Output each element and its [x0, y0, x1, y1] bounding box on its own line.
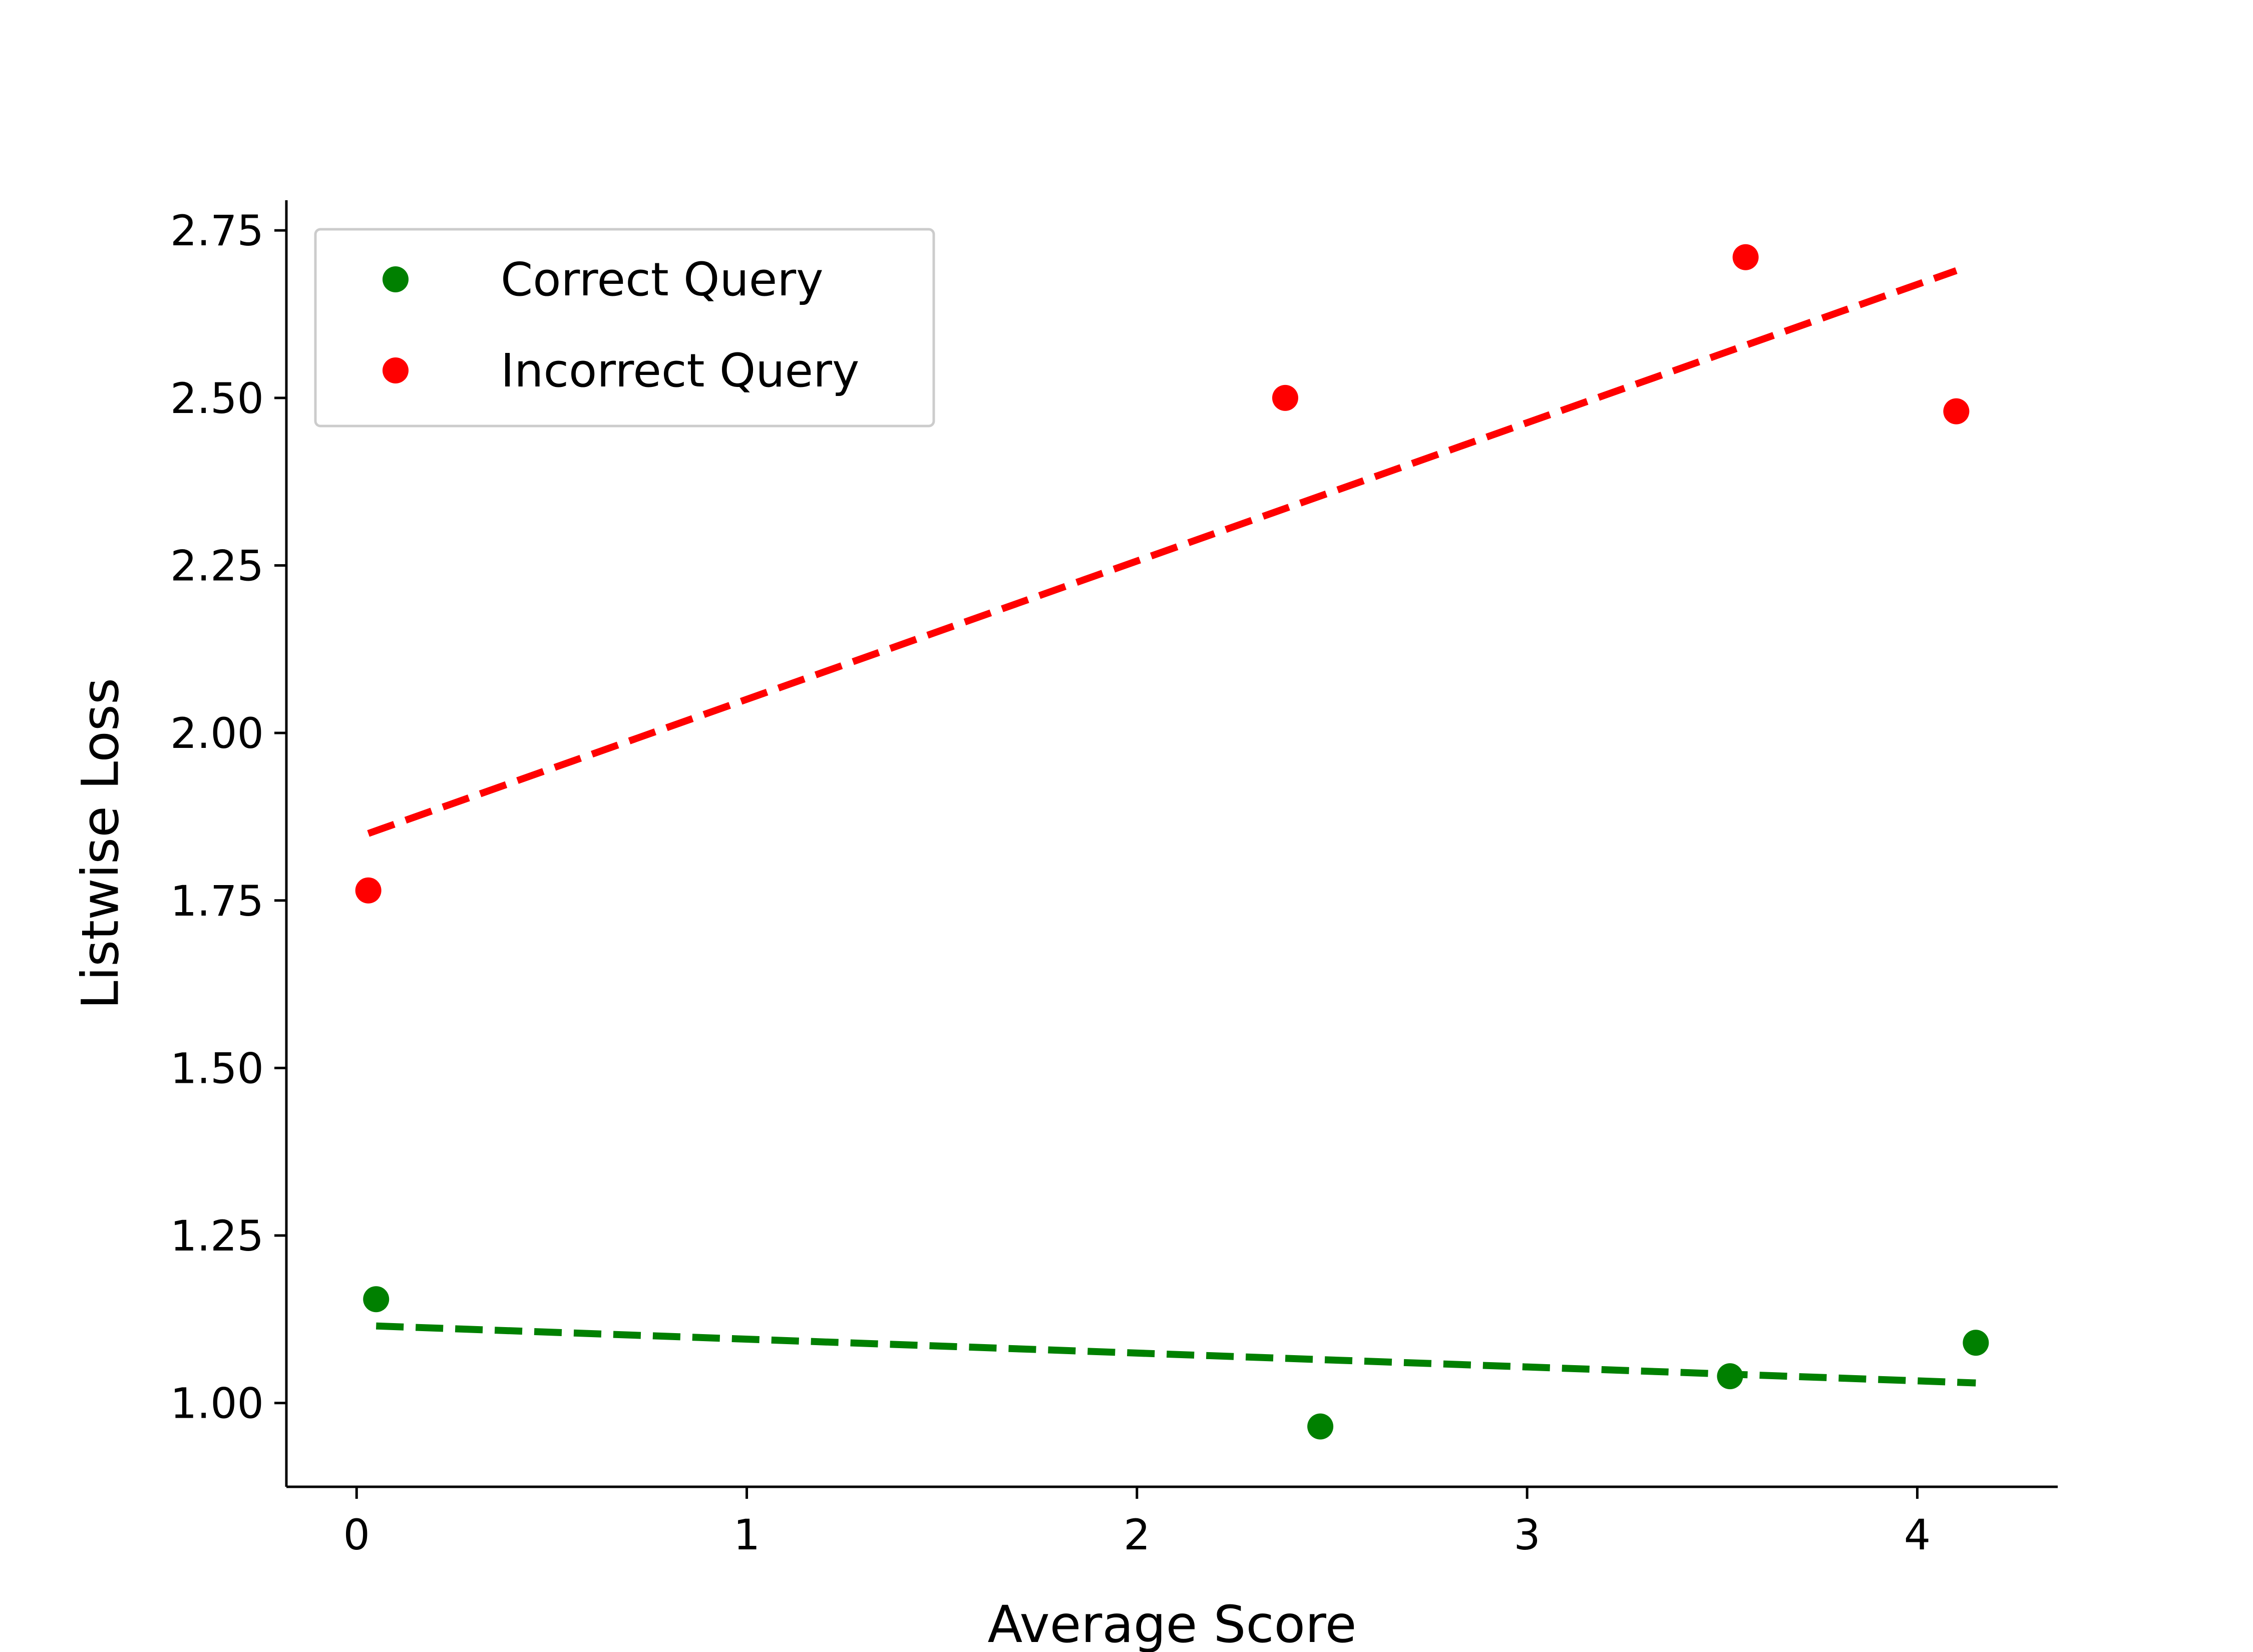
- ticks: 0 1 2 3 4 1.00 1.25 1.50 1.75 2.00 2.25 2.50 2.75: [170, 206, 1931, 1559]
- legend: Correct Query Incorrect Query: [314, 228, 935, 428]
- data-point: [1732, 244, 1759, 270]
- y-tick-label: 1.75: [170, 877, 264, 926]
- y-tick-label: 2.25: [170, 542, 264, 591]
- x-tick-label: 2: [1123, 1510, 1150, 1559]
- legend-label: Incorrect Query: [501, 344, 859, 397]
- y-axis-title: Listwise Loss: [71, 678, 131, 1009]
- trendlines: [367, 267, 1976, 1387]
- legend-marker: [383, 266, 409, 292]
- y-tick-label: 1.00: [170, 1379, 264, 1428]
- data-point: [1717, 1363, 1743, 1390]
- data-point: [355, 877, 382, 904]
- data-point: [1272, 384, 1298, 411]
- x-tick-label: 1: [733, 1510, 760, 1559]
- legend-box: [314, 228, 935, 428]
- data-point: [1307, 1413, 1334, 1440]
- data-point: [1963, 1330, 1989, 1356]
- trendline: [367, 267, 1958, 837]
- y-tick-label: 1.25: [170, 1211, 264, 1261]
- trendline: [376, 1322, 1976, 1387]
- legend-marker: [383, 357, 409, 383]
- y-tick-label: 1.50: [170, 1044, 264, 1093]
- x-tick-label: 3: [1514, 1510, 1540, 1559]
- data-point: [363, 1286, 390, 1313]
- data-point: [1943, 398, 1970, 425]
- y-tick-label: 2.50: [170, 374, 264, 423]
- y-tick-label: 2.00: [170, 709, 264, 758]
- y-tick-label: 2.75: [170, 206, 264, 255]
- x-tick-label: 0: [343, 1510, 370, 1559]
- axes: [285, 200, 2058, 1488]
- data-points: [355, 244, 1989, 1440]
- x-tick-label: 4: [1904, 1510, 1931, 1559]
- x-axis-title: Average Score: [988, 1595, 1357, 1652]
- legend-label: Correct Query: [501, 253, 824, 306]
